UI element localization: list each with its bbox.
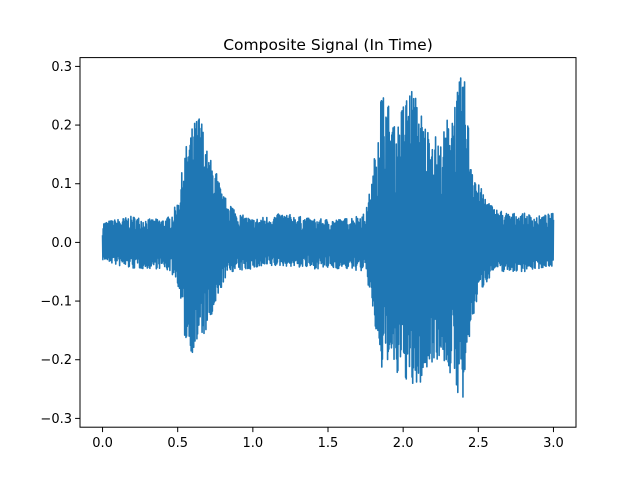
x-tick-label: 3.0: [543, 436, 564, 451]
plot-frame: [79, 57, 577, 428]
y-tick-label: 0.0: [51, 236, 72, 251]
x-tick-label: 1.5: [318, 436, 339, 451]
y-tick-label: 0.3: [51, 60, 72, 75]
y-tick-label: −0.3: [40, 412, 72, 427]
y-tick-label: −0.1: [40, 295, 72, 310]
chart-title: Composite Signal (In Time): [223, 36, 433, 54]
x-tick-label: 2.0: [393, 436, 414, 451]
x-tick-label: 2.5: [468, 436, 489, 451]
x-tick-label: 1.0: [243, 436, 264, 451]
series-line-0: [101, 77, 555, 398]
x-axis: 0.0 0.5 1.0 1.5 2.0 2.5 3.0: [92, 427, 564, 451]
y-tick-label: 0.2: [51, 119, 72, 134]
y-tick-label: 0.1: [51, 177, 72, 192]
x-tick-label: 0.5: [167, 436, 188, 451]
x-tick-label: 0.0: [92, 436, 113, 451]
y-tick-label: −0.2: [40, 353, 72, 368]
y-axis: −0.3 −0.2 −0.1 0.0 0.1 0.2 0.3: [40, 60, 80, 427]
series-layer: [101, 77, 555, 398]
